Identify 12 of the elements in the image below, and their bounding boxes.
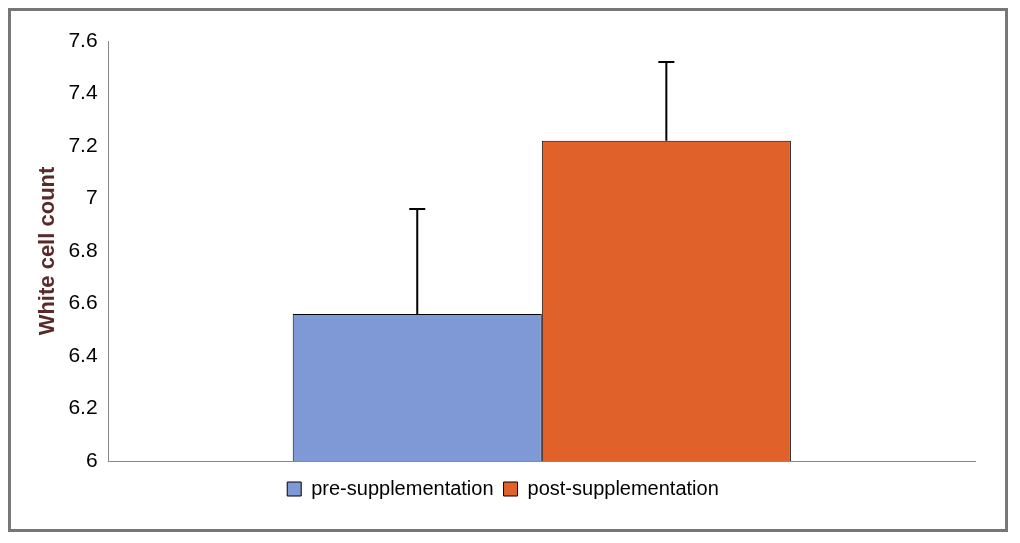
y-tick-label: 7.6	[68, 27, 98, 51]
legend-label: pre-supplementation	[311, 476, 494, 499]
y-tick-label: 6.6	[68, 290, 98, 314]
y-tick-label: 7.4	[68, 80, 98, 104]
legend-label: post-supplementation	[527, 476, 719, 499]
y-tick-label: 6.8	[68, 237, 98, 261]
y-tick-label: 6	[85, 447, 98, 471]
y-tick-label: 6.4	[68, 342, 98, 366]
y-tick-label: 7.2	[68, 132, 98, 156]
y-tick-label: 7	[85, 185, 98, 209]
y-axis-title: White cell count	[34, 166, 60, 336]
y-tick-label: 6.2	[68, 395, 98, 419]
